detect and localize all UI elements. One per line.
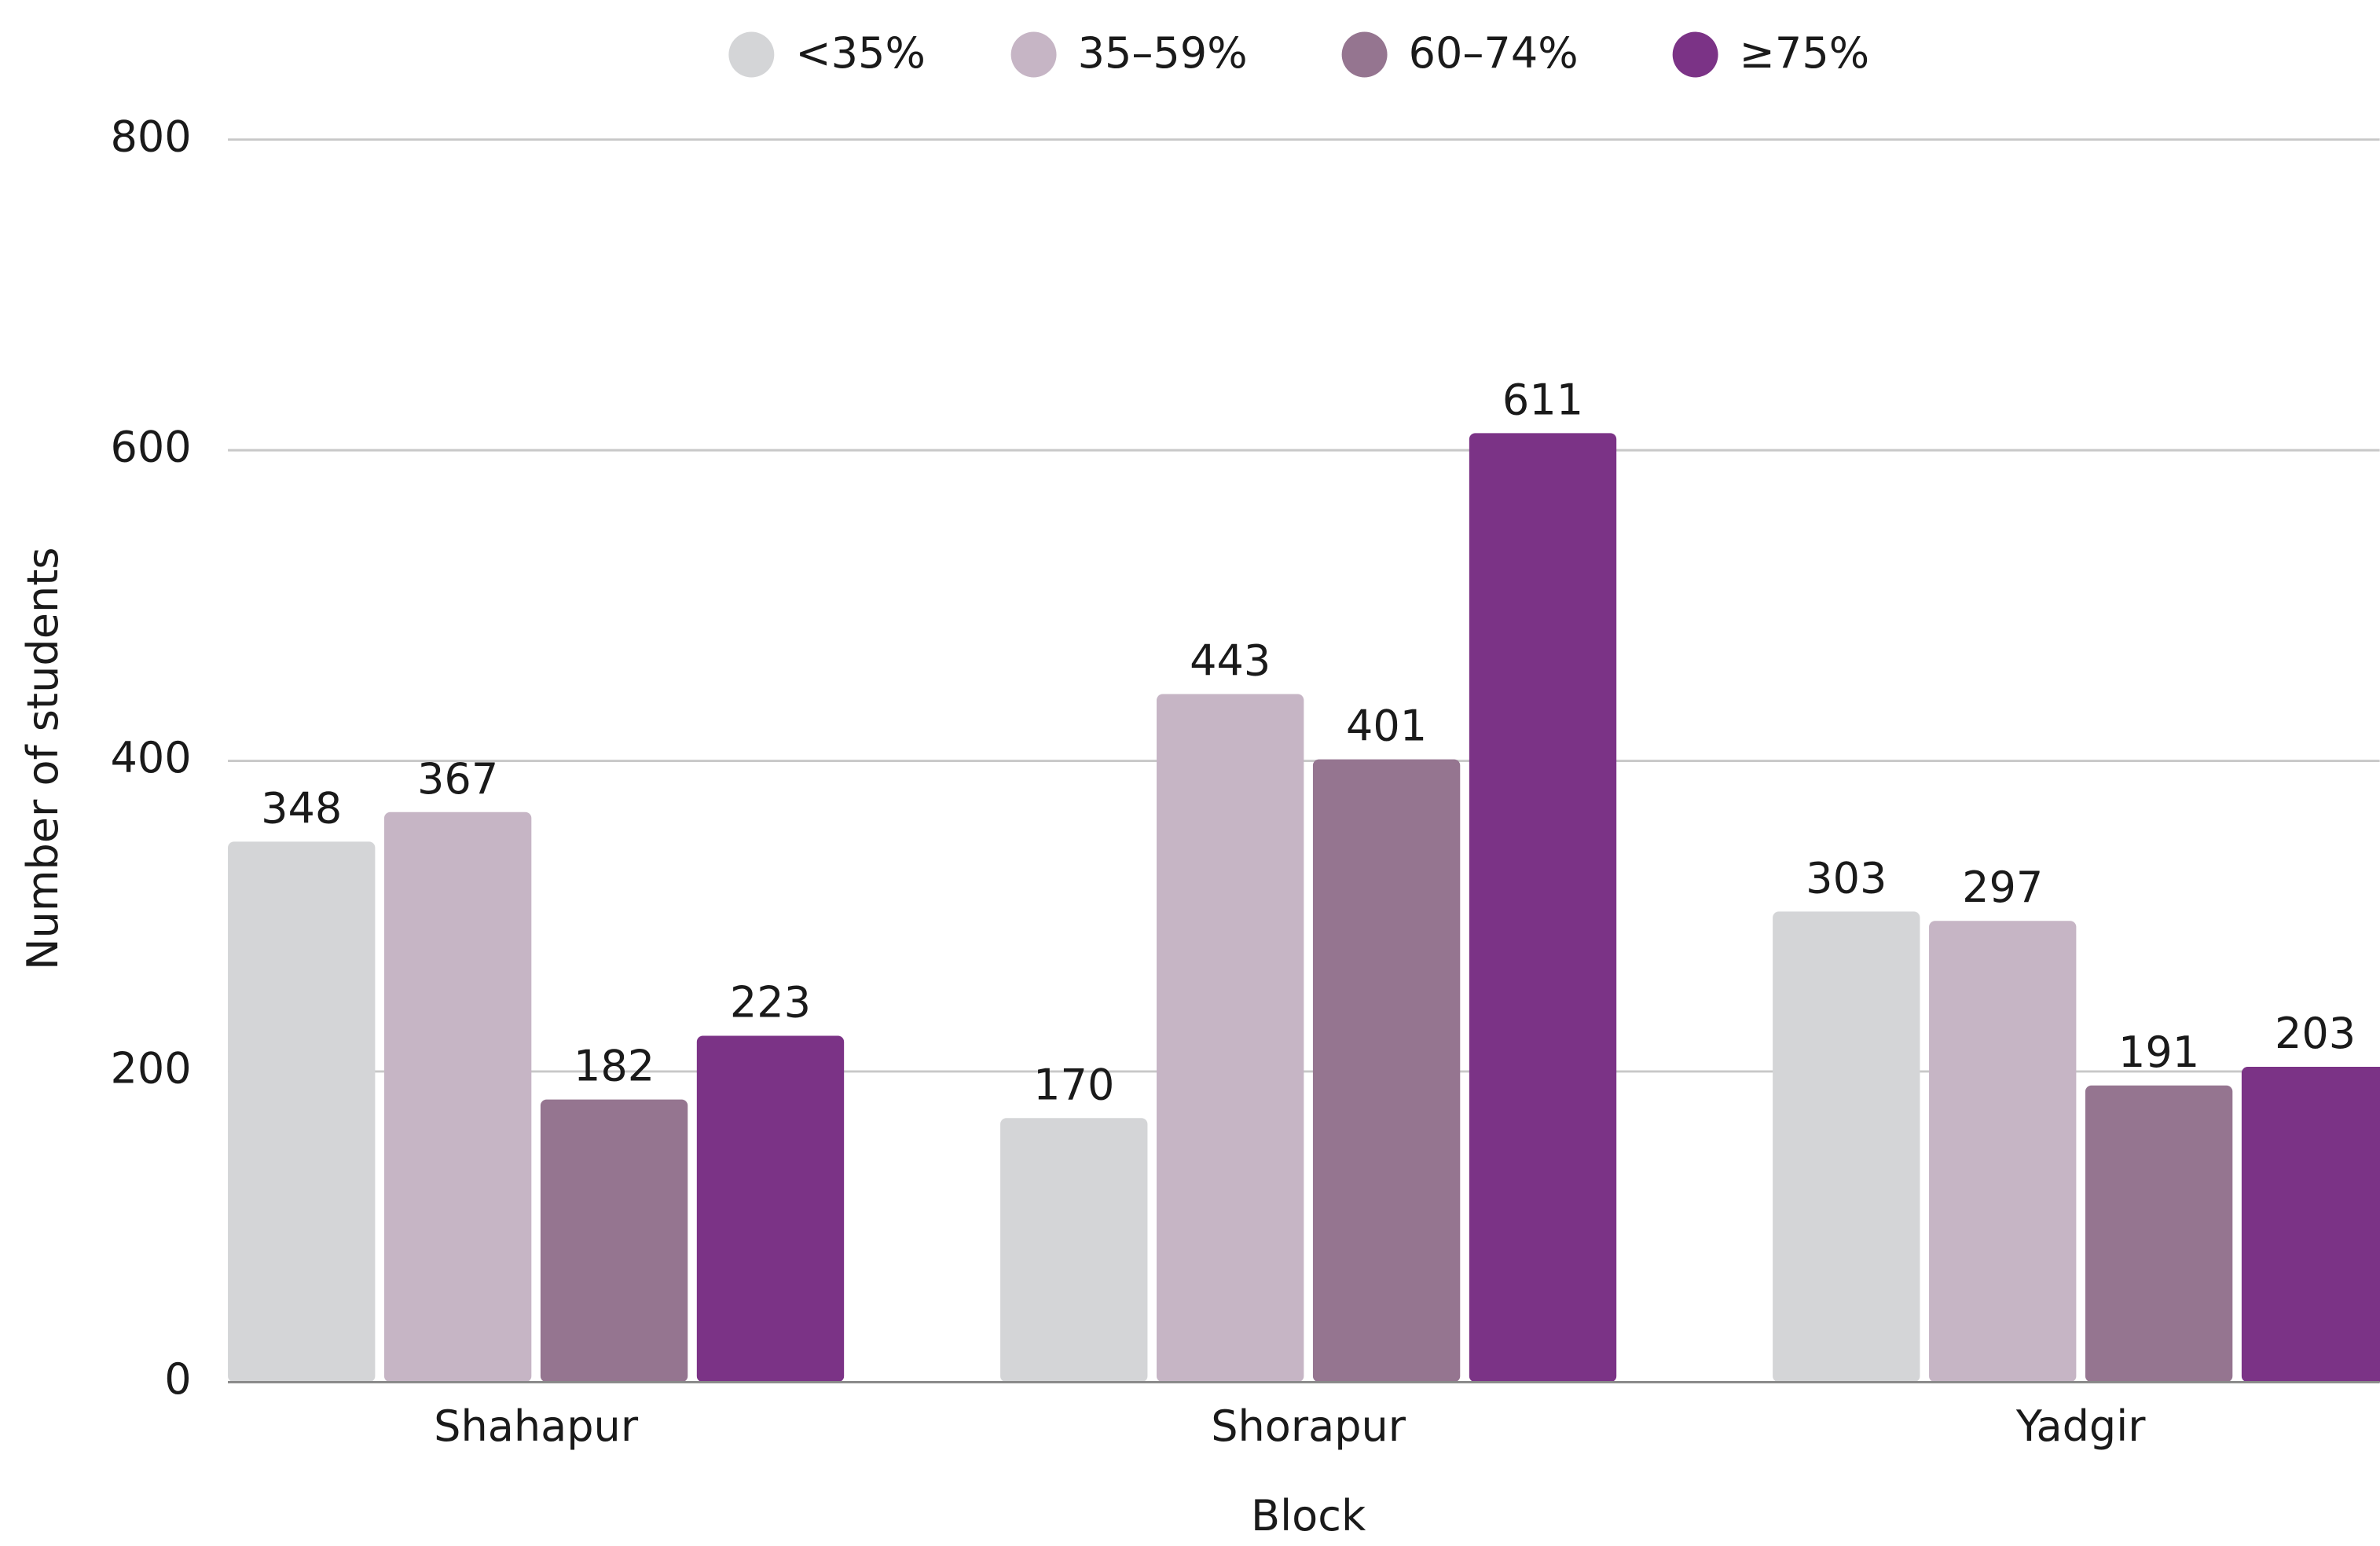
- data-label: 182: [574, 1042, 655, 1091]
- bar: [1312, 759, 1461, 1383]
- data-label: 303: [1806, 853, 1887, 903]
- y-axis-label: Number of students: [18, 547, 68, 970]
- legend-swatch: [1672, 31, 1718, 78]
- data-label: 203: [2275, 1009, 2356, 1058]
- bar: [2241, 1067, 2380, 1383]
- legend-label: ≥75%: [1740, 28, 1869, 78]
- data-label: 223: [730, 978, 811, 1028]
- bar: [1157, 694, 1304, 1383]
- data-label: 367: [417, 754, 498, 804]
- data-label: 443: [1190, 636, 1271, 686]
- legend-label: 60–74%: [1409, 28, 1579, 78]
- y-tick-label: 600: [110, 423, 191, 472]
- bar: [696, 1035, 845, 1383]
- x-tick-label: Yadgir: [2015, 1401, 2146, 1451]
- y-tick-label: 400: [110, 733, 191, 782]
- y-tick-label: 0: [164, 1354, 191, 1404]
- bar: [1000, 1118, 1148, 1383]
- x-tick-label: Shorapur: [1211, 1401, 1406, 1451]
- data-label: 297: [1962, 863, 2043, 912]
- x-axis-label: Block: [1251, 1491, 1366, 1541]
- data-label: 348: [261, 783, 342, 833]
- y-tick-label: 200: [110, 1044, 191, 1094]
- bar: [1773, 911, 1920, 1383]
- y-tick-label: 800: [110, 112, 191, 161]
- data-label: 191: [2118, 1028, 2199, 1077]
- legend-label: <35%: [795, 28, 925, 78]
- bar: [228, 841, 376, 1383]
- bar: [383, 811, 532, 1383]
- data-label: 611: [1502, 375, 1583, 424]
- legend-swatch: [1010, 31, 1057, 78]
- legend-swatch: [1341, 31, 1388, 78]
- data-label: 401: [1346, 702, 1427, 751]
- bar: [1929, 921, 2077, 1383]
- x-tick-label: Shahapur: [434, 1401, 639, 1451]
- bar: [1469, 433, 1617, 1383]
- bar: [540, 1099, 688, 1383]
- legend-swatch: [728, 31, 775, 78]
- legend-label: 35–59%: [1078, 28, 1248, 78]
- bar: [2085, 1085, 2233, 1383]
- data-label: 170: [1033, 1060, 1114, 1109]
